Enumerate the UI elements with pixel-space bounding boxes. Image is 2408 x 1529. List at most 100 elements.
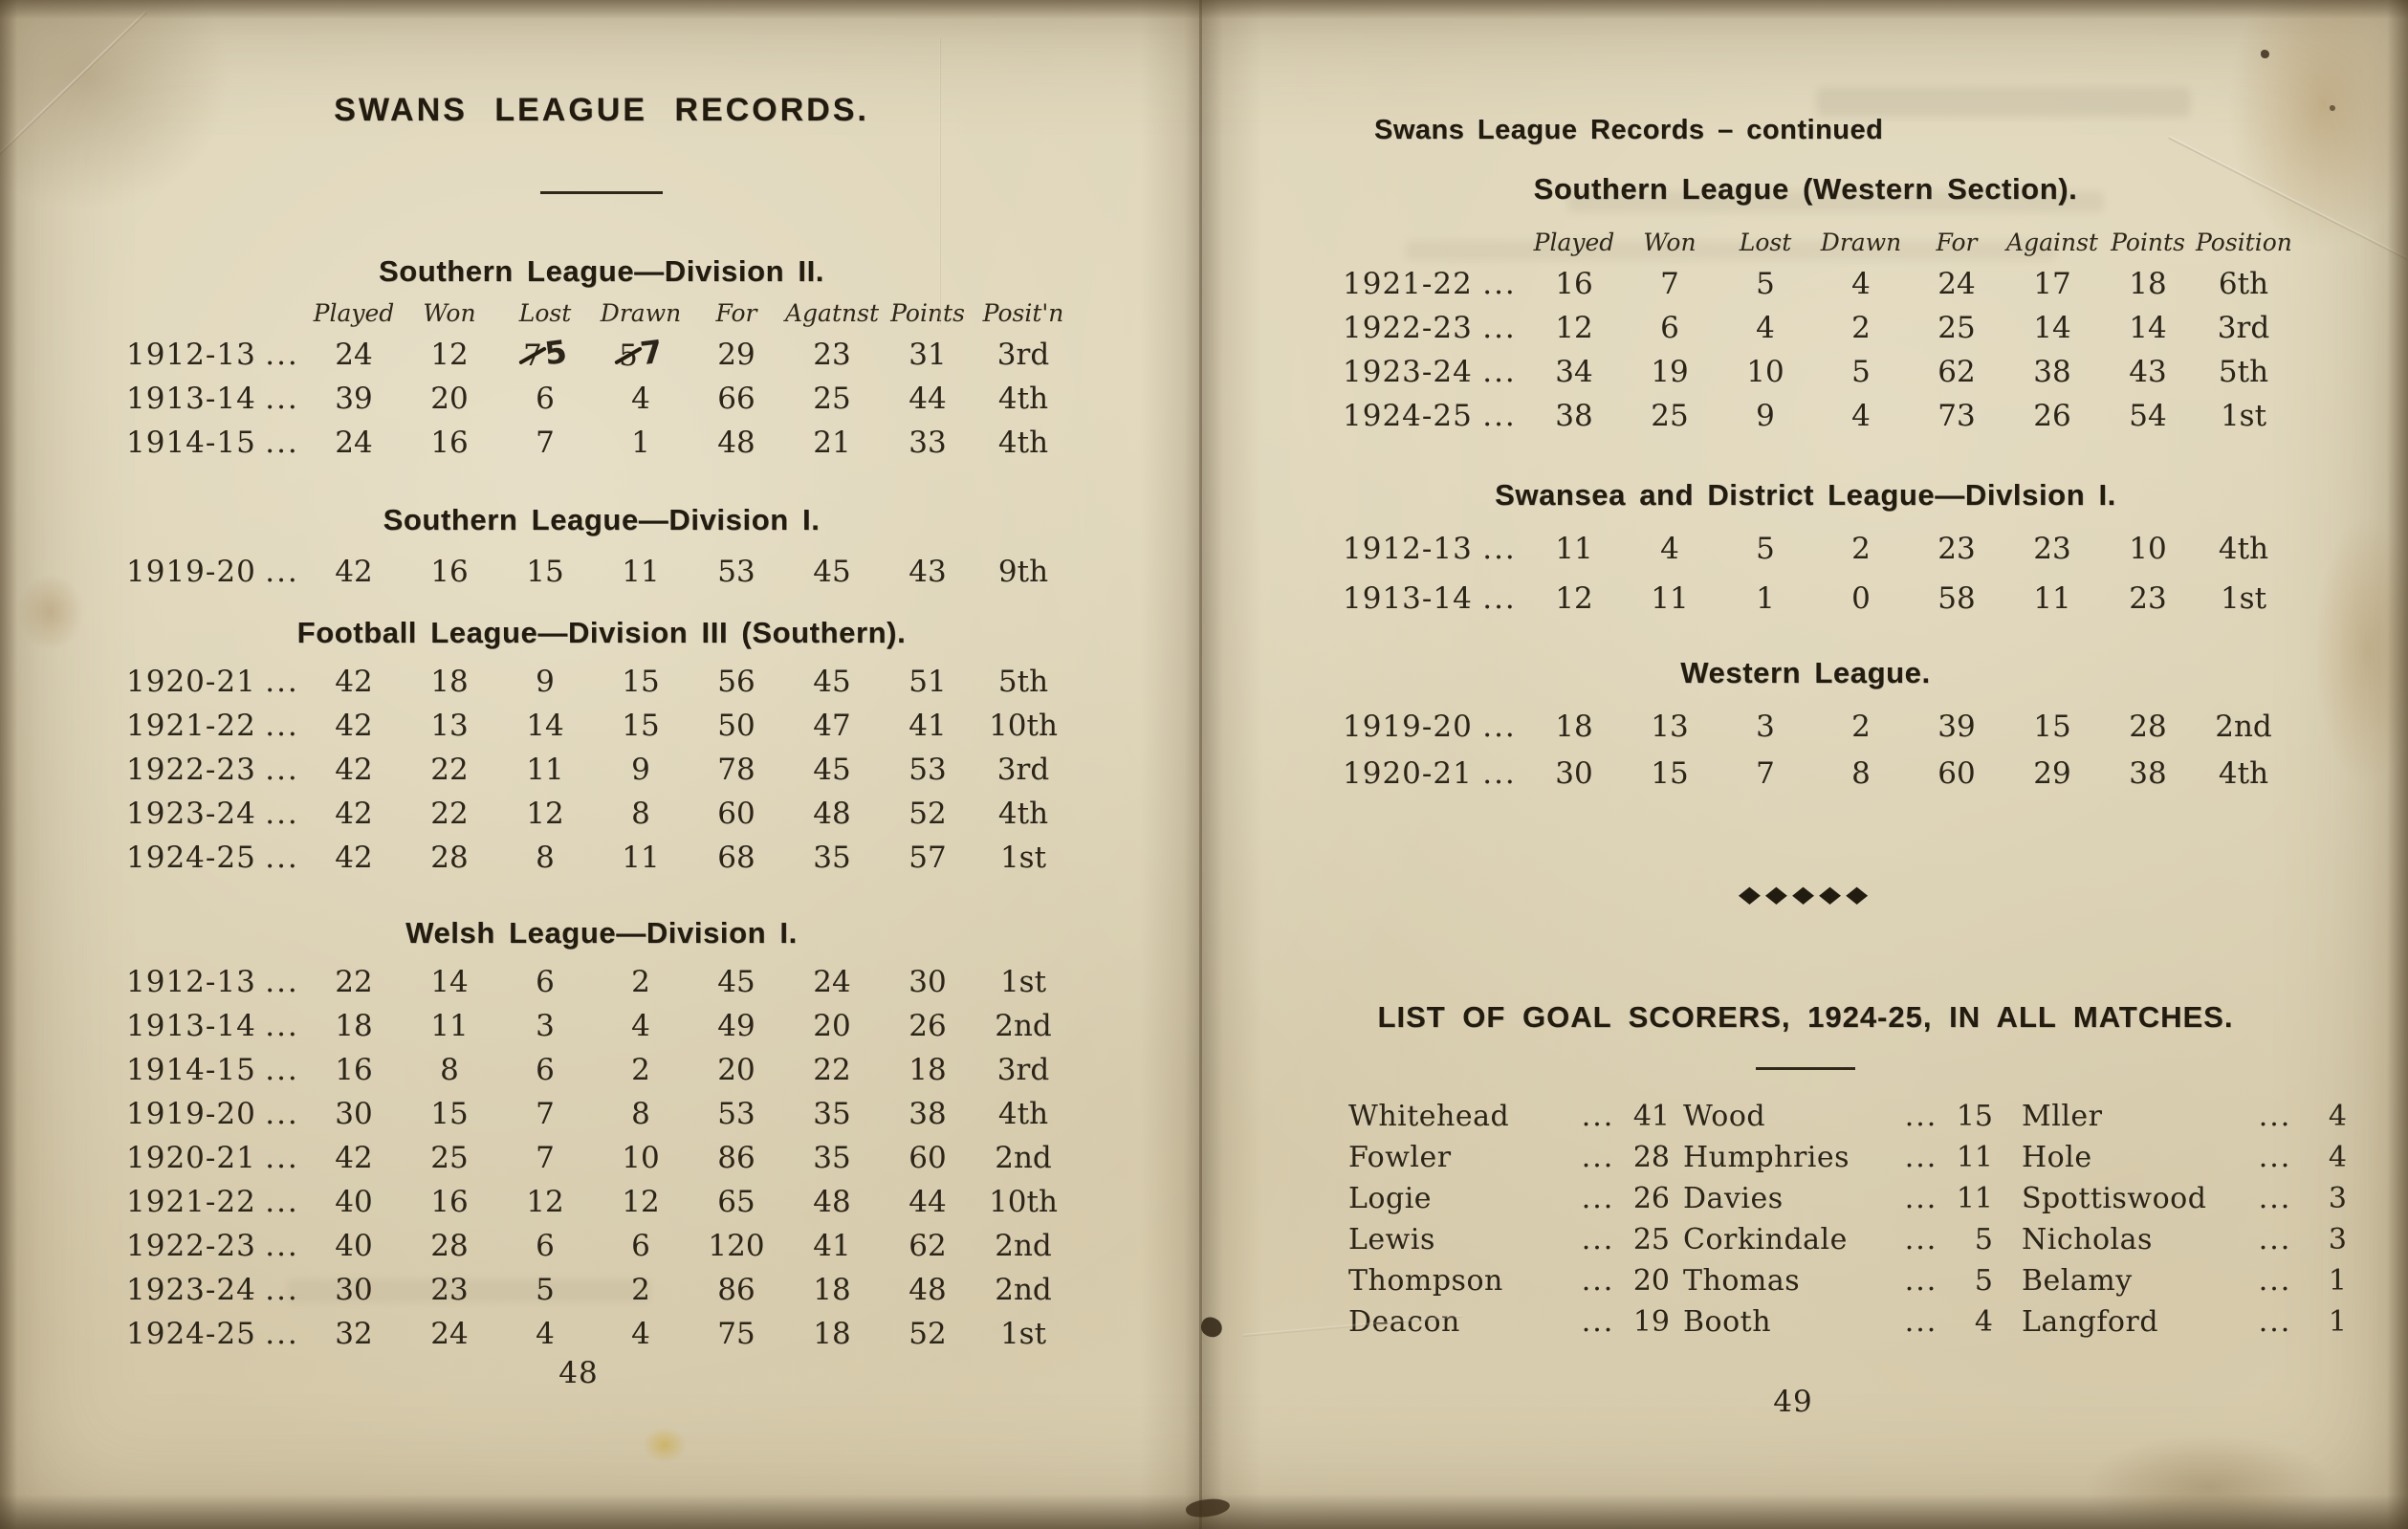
stat-cell: 120 bbox=[708, 1229, 765, 1263]
stat-cell: 86 bbox=[717, 1141, 755, 1175]
stat-cell: 1st bbox=[999, 841, 1047, 875]
stat-cell: 25 bbox=[430, 1141, 469, 1175]
stat-cell: 5 bbox=[1756, 532, 1775, 566]
league-table: Played Won Lost Drawn For Agatnst Points… bbox=[113, 295, 1071, 465]
stat-cell: 4 bbox=[631, 1009, 650, 1043]
stat-cell: 42 bbox=[335, 665, 373, 699]
stat-cell: 23 bbox=[813, 338, 851, 372]
column-header: Lost bbox=[1739, 229, 1792, 256]
stat-cell: 16 bbox=[430, 1185, 469, 1219]
stat-cell-corrected: 57 bbox=[593, 333, 689, 378]
dots: ... bbox=[265, 426, 299, 460]
stat-cell: 56 bbox=[717, 665, 755, 699]
stat-cell: 8 bbox=[631, 797, 650, 831]
stat-cell: 23 bbox=[2033, 532, 2071, 566]
stat-cell: 52 bbox=[908, 1317, 947, 1351]
dots: ... bbox=[1904, 1223, 1938, 1256]
dots: ... bbox=[265, 1185, 299, 1219]
dots: ... bbox=[1581, 1182, 1615, 1215]
scorer-row: Humphries... 11 bbox=[1683, 1137, 1993, 1178]
table-row: 1921-22... 40 16 12 12 65 48 44 10th bbox=[113, 1180, 1071, 1224]
dots: ... bbox=[265, 1229, 299, 1263]
stat-cell: 42 bbox=[335, 555, 373, 589]
scorer-name: Wood bbox=[1683, 1100, 1766, 1133]
league-table: Played Won Lost Drawn For Against Points… bbox=[1329, 224, 2292, 438]
scorer-row: Fowler... 28 bbox=[1348, 1137, 1670, 1178]
section-heading: Swansea and District League—Divlsion I. bbox=[1495, 478, 2116, 512]
scorer-name: Spottiswood bbox=[2022, 1182, 2207, 1215]
dots: ... bbox=[265, 965, 299, 999]
stat-cell: 20 bbox=[717, 1053, 755, 1087]
stat-cell: 28 bbox=[430, 841, 469, 875]
dots: ... bbox=[265, 382, 299, 416]
dots: ... bbox=[1581, 1223, 1615, 1256]
stat-cell: 51 bbox=[908, 665, 947, 699]
dots: ... bbox=[265, 841, 299, 875]
stat-cell: 9 bbox=[536, 665, 555, 699]
stat-cell: 35 bbox=[813, 841, 851, 875]
scorer-row: Whitehead... 41 bbox=[1348, 1096, 1670, 1137]
column-header: Played bbox=[313, 299, 395, 327]
stat-cell: 11 bbox=[2033, 581, 2071, 616]
season-label: 1920-21 bbox=[1343, 756, 1473, 791]
stat-cell: 31 bbox=[908, 338, 947, 372]
column-header-spacer bbox=[1473, 224, 1526, 262]
stat-cell: 4 bbox=[631, 382, 650, 416]
stat-cell: 1st bbox=[2220, 581, 2267, 616]
column-header-spacer bbox=[113, 295, 258, 333]
stat-cell: 18 bbox=[430, 665, 469, 699]
column-header: Won bbox=[423, 299, 476, 327]
league-table: 1912-13... 11 4 5 2 23 23 10 4th 1913-14... 12 11 1 0… bbox=[1329, 524, 2291, 623]
stat-cell: 2 bbox=[1851, 311, 1871, 345]
table-row: 1919-20... 30 15 7 8 53 35 38 4th bbox=[113, 1092, 1071, 1136]
stat-cell: 22 bbox=[813, 1053, 851, 1087]
scorer-goals: 4 bbox=[1974, 1305, 1993, 1339]
season-label: 1922-23 bbox=[1343, 311, 1473, 345]
table-row: 1924-25... 42 28 8 11 68 35 57 1st bbox=[113, 836, 1071, 880]
stat-cell: 3rd bbox=[996, 753, 1050, 787]
stat-cell: 24 bbox=[813, 965, 851, 999]
stat-cell: 42 bbox=[335, 753, 373, 787]
column-header: Lost bbox=[518, 299, 572, 327]
stat-cell: 38 bbox=[2033, 355, 2071, 389]
stat-cell: 3rd bbox=[2217, 311, 2270, 345]
table-row: 1922-23... 42 22 11 9 78 45 53 3rd bbox=[113, 748, 1071, 792]
stat-cell: 4 bbox=[631, 1317, 650, 1351]
column-header: Posit'n bbox=[982, 299, 1064, 327]
stat-cell: 15 bbox=[622, 709, 660, 743]
stat-cell: 42 bbox=[335, 797, 373, 831]
stat-cell: 62 bbox=[908, 1229, 947, 1263]
stat-cell: 20 bbox=[813, 1009, 851, 1043]
dots: ... bbox=[2258, 1264, 2292, 1298]
goal-scorers-column-1: Whitehead... 41 Fowler... 28 Logie... 26 Lewis… bbox=[1348, 1096, 1670, 1343]
stat-cell: 1st bbox=[999, 1317, 1047, 1351]
section-heading: Southern League—Division I. bbox=[383, 503, 821, 536]
season-label: 1913-14 bbox=[126, 382, 256, 416]
stat-cell: 45 bbox=[813, 753, 851, 787]
stat-cell: 18 bbox=[813, 1273, 851, 1307]
stat-cell: 13 bbox=[1651, 710, 1689, 744]
dots: ... bbox=[265, 709, 299, 743]
table-row: 1914-15... 24 16 7 1 48 21 33 4th bbox=[113, 421, 1071, 465]
table-row: 1912-13... 24 12 75 57 29 23 31 3rd bbox=[113, 333, 1071, 377]
stat-cell: 15 bbox=[430, 1097, 469, 1131]
stat-cell: 5 bbox=[1851, 355, 1871, 389]
handwritten-correction: 7 bbox=[638, 332, 665, 373]
struck-printed-value: 7 bbox=[523, 334, 542, 378]
stat-cell: 41 bbox=[813, 1229, 851, 1263]
handwritten-correction: 5 bbox=[542, 332, 569, 373]
scorer-row: Hole... 4 bbox=[2022, 1137, 2347, 1178]
stat-cell: 16 bbox=[430, 426, 469, 460]
stat-cell: 30 bbox=[1555, 756, 1593, 791]
table-row: 1914-15... 16 8 6 2 20 22 18 3rd bbox=[113, 1048, 1071, 1092]
dots: ... bbox=[265, 1053, 299, 1087]
stat-cell: 4th bbox=[2218, 756, 2269, 791]
scorer-goals: 1 bbox=[2328, 1264, 2347, 1298]
stat-cell: 2 bbox=[1851, 710, 1871, 744]
dots: ... bbox=[265, 665, 299, 699]
scorer-name: Humphries bbox=[1683, 1141, 1850, 1174]
stat-cell: 86 bbox=[717, 1273, 755, 1307]
stat-cell: 10 bbox=[622, 1141, 660, 1175]
scorer-row: Mller... 4 bbox=[2022, 1096, 2347, 1137]
stat-cell: 78 bbox=[717, 753, 755, 787]
